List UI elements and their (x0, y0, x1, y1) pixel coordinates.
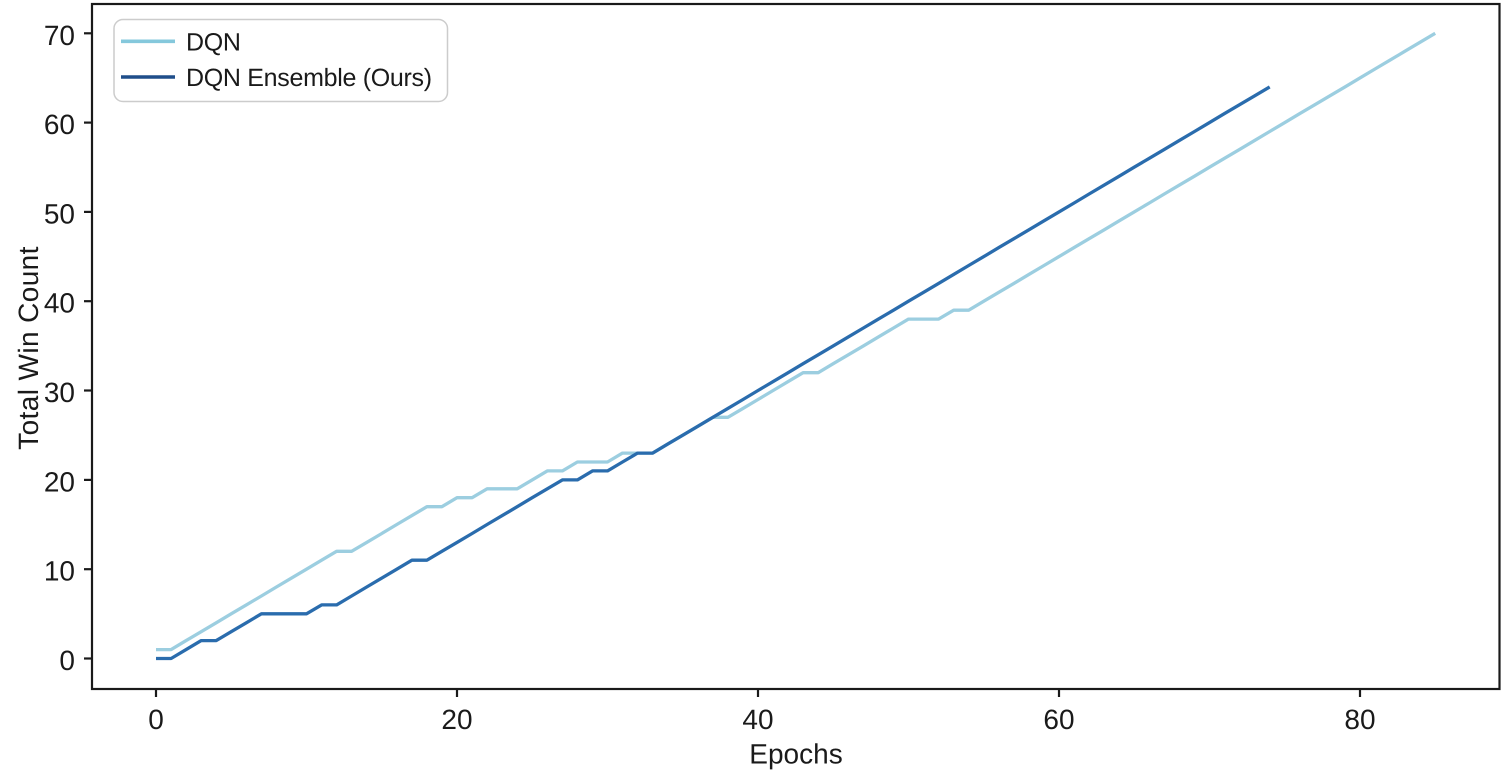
svg-text:Epochs: Epochs (749, 739, 842, 770)
svg-text:DQN: DQN (186, 28, 241, 56)
svg-text:40: 40 (44, 288, 75, 319)
svg-text:0: 0 (148, 704, 164, 735)
svg-text:DQN Ensemble (Ours): DQN Ensemble (Ours) (186, 64, 432, 92)
svg-text:80: 80 (1344, 704, 1375, 735)
svg-text:10: 10 (44, 556, 75, 587)
svg-text:60: 60 (44, 109, 75, 140)
svg-text:60: 60 (1043, 704, 1074, 735)
svg-text:0: 0 (59, 645, 75, 676)
svg-text:30: 30 (44, 377, 75, 408)
svg-text:20: 20 (44, 466, 75, 497)
svg-text:20: 20 (441, 704, 472, 735)
svg-text:70: 70 (44, 20, 75, 51)
svg-text:40: 40 (742, 704, 773, 735)
svg-text:Total Win Count: Total Win Count (13, 246, 44, 450)
svg-text:50: 50 (44, 198, 75, 229)
